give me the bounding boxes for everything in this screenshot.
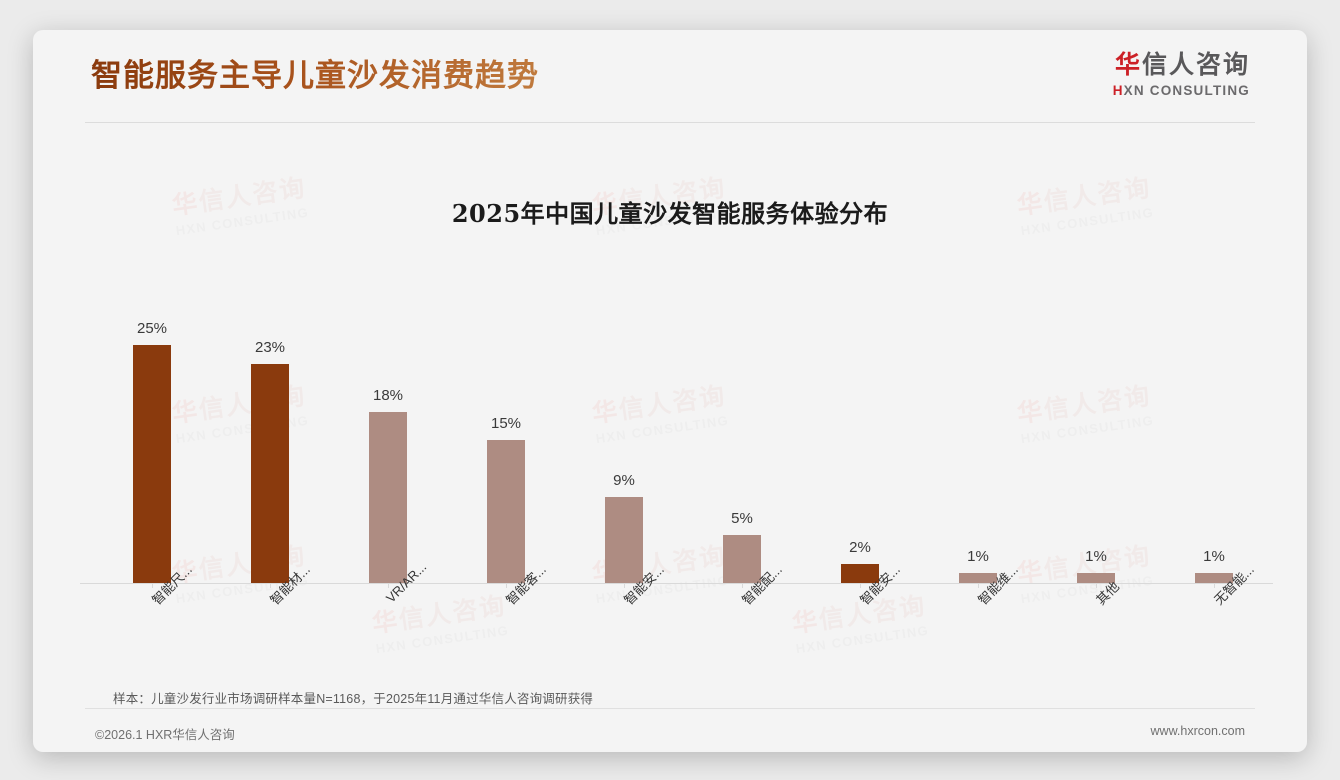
- bar[interactable]: [841, 564, 879, 583]
- bar-group: 1%: [1051, 122, 1141, 583]
- bar-value-label: 1%: [967, 548, 989, 565]
- bar-value-label: 18%: [372, 387, 404, 404]
- bar-value-label: 1%: [1085, 548, 1107, 565]
- bar-group: 18%: [343, 122, 433, 583]
- bar[interactable]: [723, 535, 761, 583]
- bar-value-label: 23%: [254, 339, 286, 356]
- bar-value-label: 5%: [731, 510, 753, 527]
- chart-area: 华信人咨询 HXN CONSULTING 华信人咨询 HXN CONSULTING 华信…: [33, 122, 1307, 678]
- page-title: 智能服务主导儿童沙发消费趋势: [91, 50, 539, 95]
- slide-footer: ©2026.1 HXR华信人咨询 www.hxrcon.com: [33, 718, 1307, 752]
- x-axis-tick: [506, 584, 507, 588]
- x-axis-tick: [1214, 584, 1215, 588]
- bar[interactable]: [959, 573, 997, 583]
- bar-group: 5%: [697, 122, 787, 583]
- chart-title: 2025年中国儿童沙发智能服务体验分布: [451, 199, 889, 228]
- logo-en-first-char: H: [1112, 83, 1124, 98]
- logo-en-rest: XN CONSULTING: [1123, 83, 1250, 98]
- source-note: 样本：儿童沙发行业市场调研样本量N=1168，于2025年11月通过华信人咨询调…: [113, 692, 594, 706]
- x-axis-tick: [152, 584, 153, 588]
- logo-cn-rest: 信人咨询: [1141, 50, 1250, 79]
- bar-group: 1%: [1169, 122, 1259, 583]
- slide-header: 智能服务主导儿童沙发消费趋势 华信人咨询 HXN CONSULTING: [33, 30, 1307, 122]
- logo-chinese-text: 华信人咨询: [1113, 52, 1250, 77]
- x-axis-tick: [388, 584, 389, 588]
- bar-value-label: 9%: [613, 472, 635, 489]
- bar-value-label: 25%: [136, 320, 168, 337]
- bar[interactable]: [251, 364, 289, 583]
- bar[interactable]: [487, 440, 525, 583]
- bar-group: 15%: [461, 122, 551, 583]
- x-axis-tick: [978, 584, 979, 588]
- bar[interactable]: [133, 345, 171, 583]
- bar-value-label: 2%: [849, 539, 871, 556]
- x-axis-line: [80, 583, 1273, 584]
- x-axis-tick: [860, 584, 861, 588]
- logo-english-text: HXN CONSULTING: [1113, 84, 1250, 98]
- slide-card: 智能服务主导儿童沙发消费趋势 华信人咨询 HXN CONSULTING 华信人咨…: [33, 30, 1307, 752]
- brand-logo: 华信人咨询 HXN CONSULTING: [1113, 52, 1250, 98]
- bar[interactable]: [369, 412, 407, 583]
- bar-group: 9%: [579, 122, 669, 583]
- bar-value-label: 15%: [490, 415, 522, 432]
- footer-divider: [85, 708, 1255, 709]
- bar-value-label: 1%: [1203, 548, 1225, 565]
- x-axis-tick: [270, 584, 271, 588]
- header-divider: [85, 122, 1255, 123]
- x-axis-tick: [624, 584, 625, 588]
- bar[interactable]: [605, 497, 643, 583]
- x-axis-tick: [1096, 584, 1097, 588]
- bar-chart-plot: 25% 智能尺... 23% 智能材... 18% VR/AR... 15% 智能客... 9%…: [33, 122, 1307, 678]
- bar-group: 23%: [225, 122, 315, 583]
- website-text: www.hxrcon.com: [1150, 724, 1245, 738]
- bar-group: 1%: [933, 122, 1023, 583]
- bar[interactable]: [1195, 573, 1233, 583]
- x-axis-tick: [742, 584, 743, 588]
- copyright-text: ©2026.1 HXR华信人咨询: [95, 728, 235, 742]
- bar[interactable]: [1077, 573, 1115, 583]
- bar-group: 2%: [815, 122, 905, 583]
- bar-group: 25%: [107, 122, 197, 583]
- logo-cn-first-char: 华: [1114, 50, 1142, 79]
